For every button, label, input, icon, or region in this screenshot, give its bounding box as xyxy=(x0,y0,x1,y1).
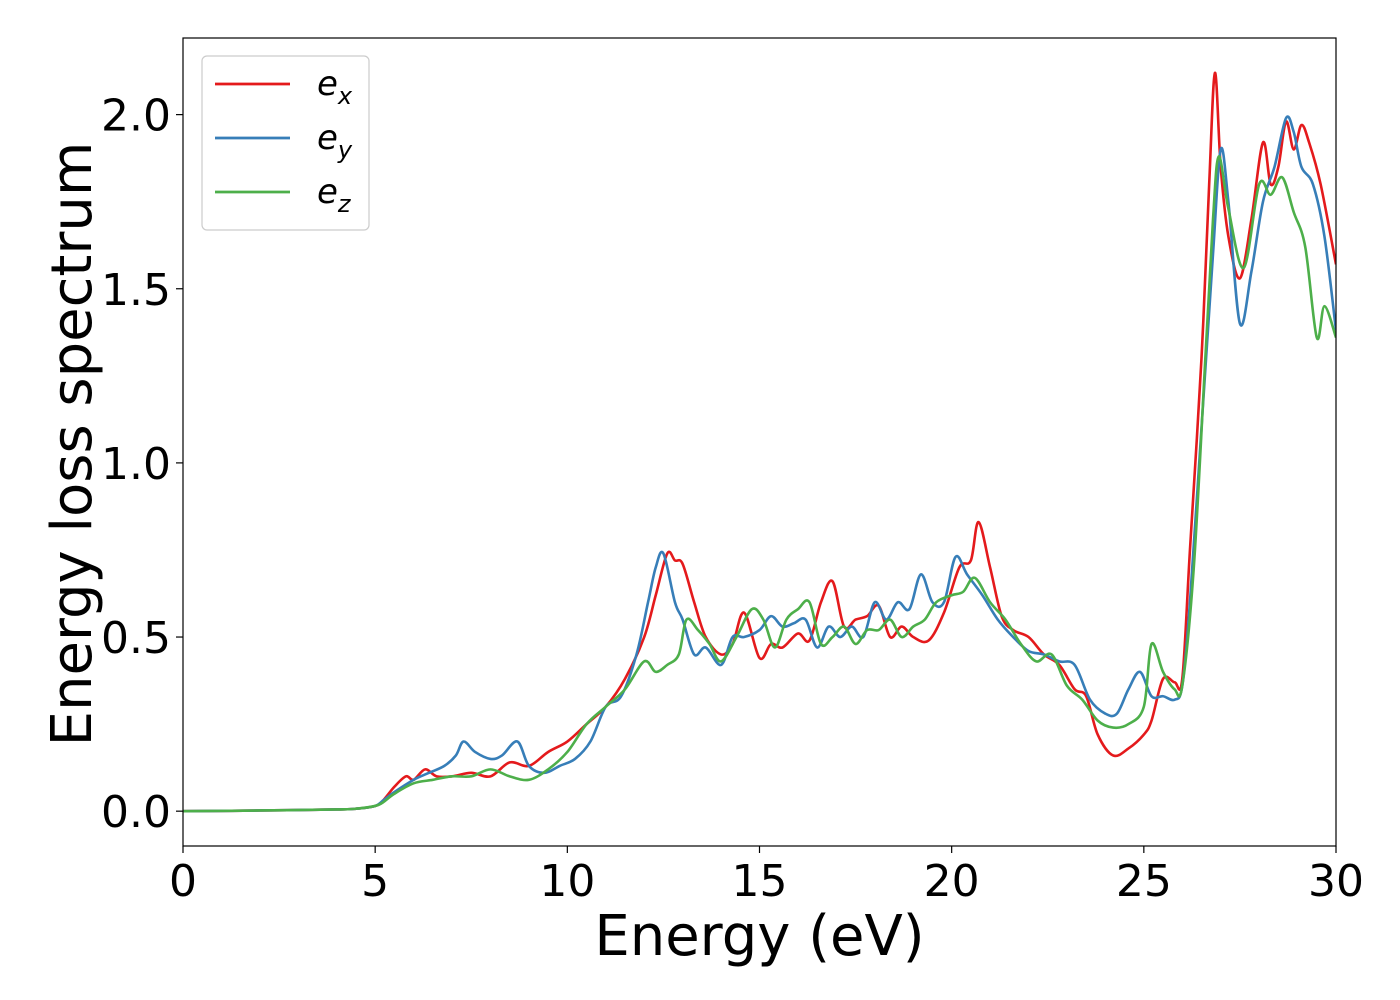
series-line-z xyxy=(183,155,1336,813)
x-tick-label: 25 xyxy=(1116,856,1172,907)
x-tick-label: 15 xyxy=(732,856,788,907)
y-tick-label: 1.0 xyxy=(101,439,171,490)
axis-ticks: 0 5 10 15 20 25 30 0.0 0.5 1.0 1.5 2.0 xyxy=(101,91,1364,907)
x-tick-label: 30 xyxy=(1308,856,1364,907)
y-tick-label: 2.0 xyxy=(101,91,171,142)
x-tick-label: 10 xyxy=(539,856,595,907)
y-tick-label: 0.5 xyxy=(101,613,171,664)
series-line-x xyxy=(183,71,1336,813)
y-axis-title: Energy loss spectrum xyxy=(40,142,105,747)
x-tick-label: 0 xyxy=(169,856,197,907)
y-tick-label: 0.0 xyxy=(101,787,171,838)
x-tick-label: 5 xyxy=(361,856,389,907)
series-lines xyxy=(183,71,1336,813)
x-tick-label: 20 xyxy=(924,856,980,907)
x-axis-title: Energy (eV) xyxy=(594,904,924,969)
legend-box xyxy=(201,55,370,231)
y-tick-label: 1.5 xyxy=(101,265,171,316)
legend-label-x: ex xyxy=(317,64,353,110)
